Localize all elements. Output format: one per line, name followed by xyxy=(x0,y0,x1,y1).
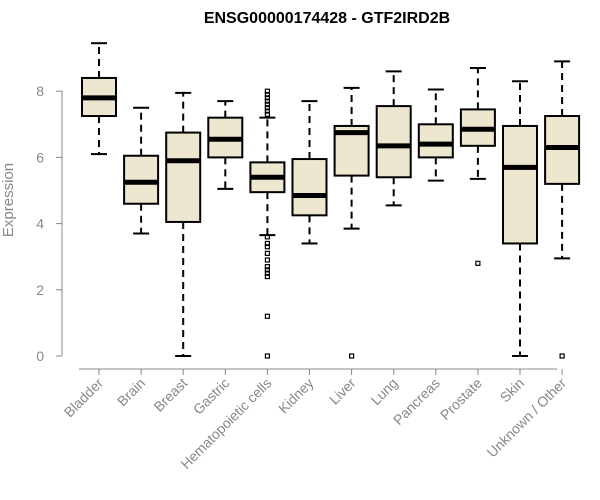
outlier-point xyxy=(349,353,355,359)
boxes-group xyxy=(81,42,581,359)
outlier-point xyxy=(264,267,270,273)
outlier-point xyxy=(264,91,270,98)
box-unknown-other xyxy=(544,60,581,359)
outlier-point xyxy=(264,273,270,280)
outlier-point xyxy=(264,88,270,94)
box-prostate xyxy=(459,67,496,266)
y-axis-ticks: 0 2 4 6 8 xyxy=(36,83,62,364)
outlier-point xyxy=(264,101,270,108)
iqr-box xyxy=(291,158,328,217)
outlier-point xyxy=(475,260,481,266)
outlier-point xyxy=(264,95,270,101)
y-tick-label: 8 xyxy=(36,83,44,99)
x-tick-label: Liver xyxy=(326,375,359,408)
x-tick-label: Prostate xyxy=(437,375,485,423)
x-tick-label: Breast xyxy=(150,375,190,415)
box-gastric xyxy=(207,100,244,190)
iqr-box xyxy=(417,123,454,159)
outlier-point xyxy=(264,257,270,263)
outlier-point xyxy=(264,234,270,240)
outlier-point xyxy=(264,240,270,247)
box-bladder xyxy=(81,42,117,156)
x-tick-label: Pancreas xyxy=(390,375,443,428)
outlier-point xyxy=(264,108,270,114)
outlier-point xyxy=(264,264,270,270)
x-tick-label: Brain xyxy=(114,375,148,409)
iqr-box xyxy=(502,124,538,245)
box-lung xyxy=(375,70,412,207)
outlier-point xyxy=(264,98,270,104)
y-tick-label: 0 xyxy=(36,348,44,364)
outlier-point xyxy=(264,353,270,359)
outlier-point xyxy=(264,313,270,319)
outlier-point xyxy=(264,250,270,256)
x-tick-label: Kidney xyxy=(275,375,317,417)
x-tick-label: Bladder xyxy=(61,375,107,421)
box-breast xyxy=(165,91,202,357)
outlier-point xyxy=(264,105,270,111)
box-skin xyxy=(502,80,538,357)
outlier-point xyxy=(264,111,270,117)
iqr-box xyxy=(375,105,412,179)
y-tick-label: 4 xyxy=(36,216,44,232)
outlier-point xyxy=(559,353,565,359)
outlier-point xyxy=(264,270,270,276)
y-axis-label: Expression xyxy=(0,163,17,237)
iqr-box xyxy=(165,131,202,223)
box-kidney xyxy=(291,100,328,245)
chart-title: ENSG00000174428 - GTF2IRD2B xyxy=(204,10,450,27)
box-brain xyxy=(123,106,160,235)
box-liver xyxy=(333,86,370,359)
box-hematopoietic-cells xyxy=(249,88,286,359)
y-tick-label: 6 xyxy=(36,149,44,165)
box-pancreas xyxy=(417,88,454,182)
outlier-point xyxy=(264,244,270,250)
y-tick-label: 2 xyxy=(36,282,44,298)
x-tick-label: Skin xyxy=(497,375,528,406)
x-tick-label: Unknown / Other xyxy=(484,375,570,461)
x-tick-label: Lung xyxy=(367,375,400,408)
